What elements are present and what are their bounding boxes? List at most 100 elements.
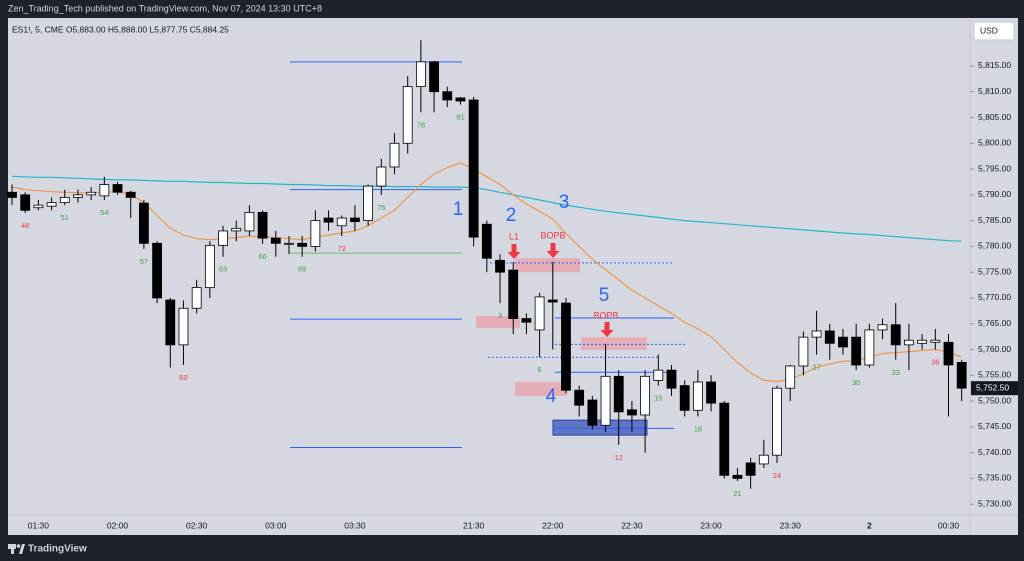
bar-count: 51 [61,213,69,222]
y-tick-label: 5,780.00 [978,241,1011,251]
candle-body [165,299,176,346]
bar-count: 3 [498,311,502,320]
candle-body [297,242,308,247]
y-tick-label: 5,745.00 [978,421,1011,431]
bar-count: 78 [417,120,425,129]
zone [581,337,647,351]
x-tick-label: 03:30 [344,520,366,530]
bar-count: 81 [456,113,464,122]
bar-count: 27 [812,363,820,372]
candle-body [152,242,162,299]
candle-body [719,402,730,476]
candle-body [679,385,690,411]
candle-body [363,185,374,222]
candle-body [310,220,321,247]
last-price-box [971,381,1018,396]
x-tick-label: 00:30 [938,520,960,530]
x-tick-label: 23:00 [700,520,722,530]
bar-count: 12 [615,453,623,462]
brand-logo [8,544,25,554]
candle-body [429,61,439,93]
currency-button[interactable] [973,21,1015,41]
annotation: 2 [506,205,517,226]
bar-count: 69 [298,265,306,274]
x-tick-label: 01:30 [28,520,50,530]
y-tick-label: 5,765.00 [978,318,1011,328]
bar-count: 24 [773,471,781,480]
zone [476,315,520,328]
bar-count: 18 [694,425,702,434]
bar-count: 66 [258,252,266,261]
annotation: BOPB [540,230,565,240]
bar-count: 75 [377,203,385,212]
currency-label: USD [980,25,998,35]
y-tick-label: 5,730.00 [978,498,1011,508]
candle-body [811,330,822,338]
candle-body [653,369,664,381]
candle-body [218,230,228,246]
x-tick-label: 02:00 [107,520,129,530]
candle-body [824,330,835,344]
zone [515,381,567,396]
zone [552,419,648,436]
candle-body [534,296,545,331]
candle-body [270,237,281,244]
bar-count: 57 [140,257,148,266]
x-tick-label: 03:00 [265,520,287,530]
bar-count: 15 [654,394,662,403]
candle-body [692,381,703,411]
candle-body [627,409,637,416]
candle-body [508,269,519,319]
x-tick-label: 2 [867,520,872,530]
candle-body [231,227,242,232]
annotation: L1 [509,231,519,241]
candle-body [640,375,651,416]
candle-body [574,389,585,406]
candle-body [244,211,255,232]
y-tick-label: 5,740.00 [978,447,1011,457]
annotation: BOPB [593,310,618,320]
candle-body [877,324,888,331]
annotation: 3 [559,192,570,213]
candle-body [178,307,189,346]
candle-body [442,91,453,101]
candle-body [956,361,967,389]
candle-body [785,365,796,389]
candle-body [732,474,743,479]
candle-body [415,61,426,87]
candle-body [864,329,875,366]
x-tick-label: 23:30 [780,520,802,530]
y-tick-label: 5,770.00 [978,292,1011,302]
candle-body [613,375,624,413]
y-tick-label: 5,815.00 [978,60,1011,70]
zone [515,258,580,273]
y-tick-label: 5,775.00 [978,266,1011,276]
annotation: 1 [453,199,464,220]
candle-body [758,454,769,465]
candle-body [455,97,466,102]
y-tick-label: 5,785.00 [978,215,1011,225]
y-tick-label: 5,750.00 [978,395,1011,405]
candle-body [204,244,215,289]
y-tick-label: 5,805.00 [978,112,1011,122]
bar-count: 63 [219,265,227,274]
bar-count: 30 [852,378,860,387]
bar-count: 6 [538,365,542,374]
candle-body [561,302,571,391]
bar-count: 72 [338,244,346,253]
bar-count: 21 [733,489,741,498]
arrow [546,243,560,258]
candle-body [468,99,479,238]
candle-body [376,166,387,187]
candle-body [33,204,44,209]
candle-body [890,324,901,346]
candle-body [125,191,136,198]
candle-body [600,375,611,426]
last-price-label: 5,752.50 [976,382,1009,392]
candle-body [20,194,31,211]
candle-body [59,197,70,203]
candle-body [495,259,505,273]
arrow [600,322,614,337]
